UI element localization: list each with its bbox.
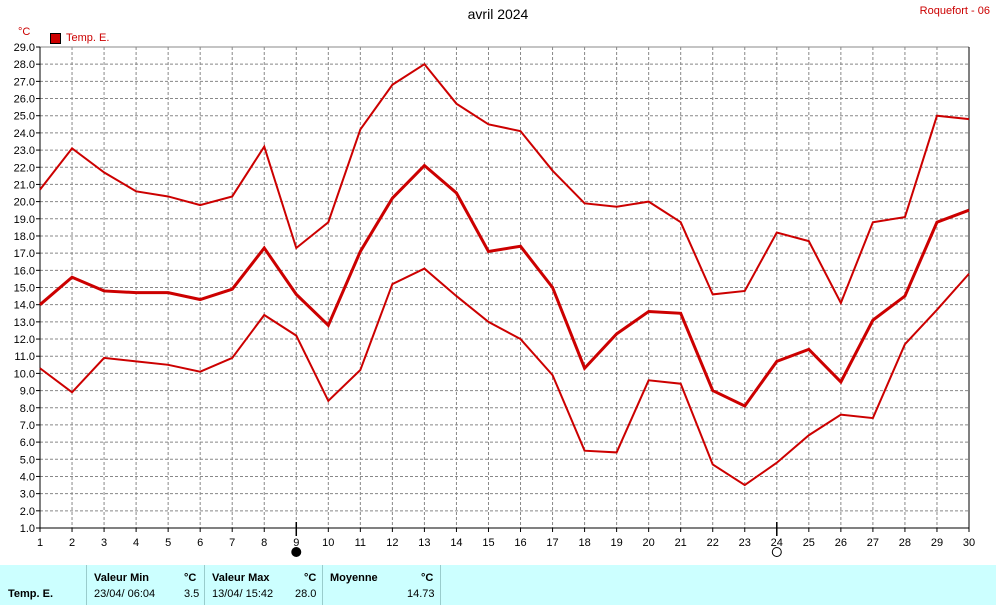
station-name: Roquefort - 06 xyxy=(919,5,990,17)
series-line-min xyxy=(39,267,970,487)
min-date: 23/04/ 06:04 xyxy=(94,588,156,600)
y-axis-unit: °C xyxy=(18,26,31,38)
x-tick-label: 20 xyxy=(643,537,655,549)
x-tick-label: 29 xyxy=(931,537,943,549)
x-tick-label: 4 xyxy=(133,537,139,549)
x-tick-label: 30 xyxy=(963,537,975,549)
y-tick-label: 6.0 xyxy=(20,437,35,449)
y-tick-label: 18.0 xyxy=(14,231,35,243)
y-tick-label: 17.0 xyxy=(14,248,35,260)
x-tick-label: 23 xyxy=(739,537,751,549)
x-tick-label: 2 xyxy=(69,537,75,549)
x-tick-label: 7 xyxy=(229,537,235,549)
y-tick-label: 3.0 xyxy=(20,489,35,501)
y-tick-label: 8.0 xyxy=(20,403,35,415)
min-cell: Valeur Min °C 23/04/ 06:04 3.5 xyxy=(87,565,205,605)
max-cell: Valeur Max °C 13/04/ 15:42 28.0 xyxy=(205,565,323,605)
x-tick-label: 16 xyxy=(514,537,526,549)
x-tick-label: 1 xyxy=(37,537,43,549)
legend-swatch xyxy=(50,32,61,44)
y-tick-label: 2.0 xyxy=(20,506,35,518)
x-tick-label: 18 xyxy=(578,537,590,549)
x-tick-labels: 1 2 3 4 5 6 7 8 9 10 11 12 13 14 15 16 17 18 19 20 21 22 23 24 2… xyxy=(37,537,975,549)
y-tick-label: 21.0 xyxy=(14,179,35,191)
x-tick-label: 21 xyxy=(675,537,687,549)
y-tick-label: 11.0 xyxy=(14,351,35,363)
max-header: Valeur Max xyxy=(212,572,270,584)
y-tick-label: 16.0 xyxy=(14,265,35,277)
x-tick-label: 8 xyxy=(261,537,267,549)
x-tick-label: 12 xyxy=(386,537,398,549)
y-tick-label: 20.0 xyxy=(14,197,35,209)
y-tick-label: 25.0 xyxy=(14,111,35,123)
series-lines xyxy=(39,62,970,487)
x-tick-label: 3 xyxy=(101,537,107,549)
x-tick-label: 19 xyxy=(610,537,622,549)
mean-unit: °C xyxy=(421,572,434,584)
legend: Temp. E. xyxy=(50,32,109,44)
new-moon-icon xyxy=(771,547,782,557)
y-tick-label: 12.0 xyxy=(14,334,35,346)
x-tick-label: 15 xyxy=(482,537,494,549)
x-tick-label: 26 xyxy=(835,537,847,549)
x-tick-label: 28 xyxy=(899,537,911,549)
x-tick-label: 11 xyxy=(355,537,366,549)
y-tick-labels: 1.0 2.0 3.0 4.0 5.0 6.0 7.0 8.0 9.0 10.0 11.0 12.0 1… xyxy=(14,42,35,535)
y-tick-label: 28.0 xyxy=(14,59,35,71)
y-tick-label: 27.0 xyxy=(14,76,35,88)
mean-cell: Moyenne °C 14.73 xyxy=(323,565,441,605)
y-tick-label: 29.0 xyxy=(14,42,35,54)
y-tick-label: 9.0 xyxy=(20,386,35,398)
temperature-chart: 1.0 2.0 3.0 4.0 5.0 6.0 7.0 8.0 9.0 10.0 11.0 12.0 1… xyxy=(14,42,975,557)
y-tick-label: 22.0 xyxy=(14,162,35,174)
y-tick-label: 24.0 xyxy=(14,128,35,140)
chart-title: avril 2024 xyxy=(467,6,529,22)
x-tick-label: 14 xyxy=(450,537,462,549)
x-tick-label: 13 xyxy=(418,537,430,549)
min-unit: °C xyxy=(184,572,197,584)
series-line-mean xyxy=(39,163,970,408)
x-tick-label: 6 xyxy=(197,537,203,549)
x-tick-label: 25 xyxy=(803,537,815,549)
mean-header: Moyenne xyxy=(330,572,378,584)
min-header: Valeur Min xyxy=(94,572,150,584)
row-label-cell: Temp. E. xyxy=(0,565,87,605)
x-tick-label: 10 xyxy=(322,537,334,549)
summary-table: Temp. E. Valeur Min °C 23/04/ 06:04 3.5 … xyxy=(0,565,996,605)
y-tick-label: 4.0 xyxy=(20,471,35,483)
max-value: 28.0 xyxy=(295,588,317,600)
y-tick-label: 15.0 xyxy=(14,283,35,295)
y-tick-label: 23.0 xyxy=(14,145,35,157)
y-tick-label: 13.0 xyxy=(14,317,35,329)
moon-phase-markers xyxy=(291,522,782,557)
y-tick-label: 14.0 xyxy=(14,300,35,312)
row-label: Temp. E. xyxy=(8,588,54,600)
x-tick-label: 5 xyxy=(165,537,171,549)
y-tick-label: 1.0 xyxy=(20,523,35,535)
x-tick-label: 27 xyxy=(867,537,879,549)
y-tick-label: 5.0 xyxy=(20,454,35,466)
min-value: 3.5 xyxy=(184,588,200,600)
mean-value: 14.73 xyxy=(407,588,435,600)
x-tick-label: 24 xyxy=(771,537,783,549)
legend-label: Temp. E. xyxy=(66,32,110,44)
y-tick-label: 26.0 xyxy=(14,94,35,106)
max-unit: °C xyxy=(304,572,317,584)
y-tick-label: 10.0 xyxy=(14,368,35,380)
x-tick-label: 9 xyxy=(293,537,299,549)
y-tick-label: 7.0 xyxy=(20,420,35,432)
series-line-max xyxy=(39,62,970,306)
max-date: 13/04/ 15:42 xyxy=(212,588,274,600)
full-moon-icon xyxy=(291,547,302,557)
x-tick-label: 17 xyxy=(546,537,558,549)
y-tick-label: 19.0 xyxy=(14,214,35,226)
grid xyxy=(36,46,970,532)
x-tick-label: 22 xyxy=(707,537,719,549)
